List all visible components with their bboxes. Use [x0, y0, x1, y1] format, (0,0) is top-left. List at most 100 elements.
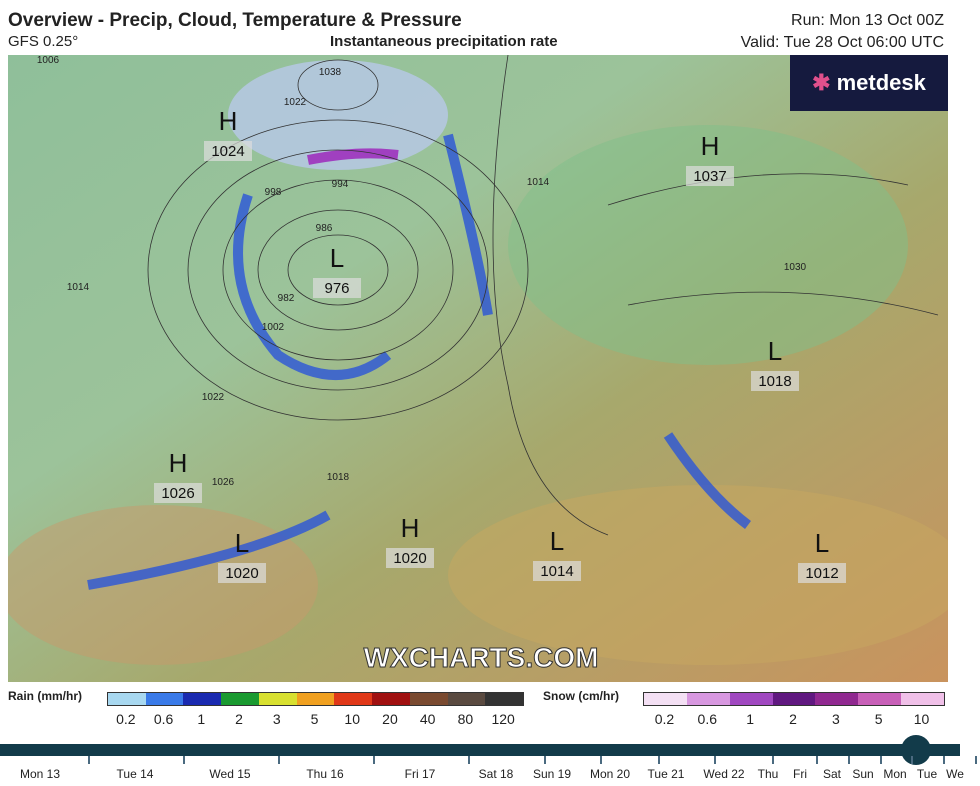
timeline-tick [278, 756, 280, 764]
legend-tick-label: 3 [272, 711, 281, 727]
timeline-tick [373, 756, 375, 764]
timeline-day[interactable]: Sun 19 [532, 767, 572, 781]
timeline-track[interactable] [0, 744, 960, 756]
timeline-day[interactable]: Tue 21 [647, 767, 685, 781]
pressure-center-value: 1020 [225, 565, 258, 582]
timeline-slider[interactable] [901, 735, 931, 765]
timeline-tick [975, 756, 977, 764]
timeline-tick [600, 756, 602, 764]
legend-tick-label: 0.6 [153, 711, 174, 727]
rain-legend-bar [107, 692, 524, 706]
pressure-center-value: 1012 [805, 565, 838, 582]
timeline-day[interactable]: Mon 20 [589, 767, 631, 781]
legend-tick-label: 80 [457, 711, 474, 727]
pressure-center-value: 1024 [211, 143, 244, 160]
timeline-tick [88, 756, 90, 764]
legend-tick-label: 0.2 [116, 711, 136, 727]
timeline-day[interactable]: Thu [757, 767, 779, 781]
isobar-label: 1026 [212, 477, 235, 488]
label-box [798, 563, 846, 583]
legend-tick-label: 3 [831, 711, 840, 727]
timeline-tick [183, 756, 185, 764]
timeline-tick [658, 756, 660, 764]
timeline-tick [943, 756, 945, 764]
isobar-label: 1030 [784, 262, 807, 273]
timeline-day[interactable]: Sat 18 [478, 767, 514, 781]
legend-tick-label: 120 [491, 711, 515, 727]
pressure-center-value: 1018 [758, 373, 791, 390]
label-box [386, 548, 434, 568]
timeline-tick [848, 756, 850, 764]
timeline-tick [772, 756, 774, 764]
pressure-center-type: L [815, 528, 829, 558]
isobar-label: 1014 [67, 282, 90, 293]
timeline-day[interactable]: Mon 13 [19, 767, 61, 781]
isobar-label: 1038 [319, 67, 342, 78]
isobar-label: 1018 [327, 472, 350, 483]
label-box [313, 278, 361, 298]
timeline-day[interactable]: Sun [852, 767, 874, 781]
isobar-label: 1022 [202, 392, 225, 403]
pressure-center-type: L [768, 336, 782, 366]
snow-legend-bar [643, 692, 945, 706]
isobar-label: 1014 [527, 177, 550, 188]
legend-tick-label: 20 [382, 711, 398, 727]
run-time: Run: Mon 13 Oct 00Z [791, 12, 944, 29]
timeline-day[interactable]: Mon [883, 767, 907, 781]
isobar-label: 1022 [284, 97, 307, 108]
label-box [533, 561, 581, 581]
model: GFS 0.25° [8, 33, 79, 50]
legend-tick-label: 40 [419, 711, 436, 727]
legend-tick-label: 10 [913, 711, 930, 727]
legend-tick-label: 5 [874, 711, 883, 727]
timeline-day[interactable]: Thu 16 [306, 767, 344, 781]
timeline-tick [816, 756, 818, 764]
isobar-label: 982 [278, 293, 295, 304]
pressure-center-value: 976 [324, 280, 349, 297]
pressure-center-value: 1026 [161, 485, 194, 502]
isobar-label: 1002 [262, 322, 285, 333]
timeline-day[interactable]: Sat [822, 767, 842, 781]
snow-legend-label: Snow (cm/hr) [543, 689, 620, 703]
pressure-center-type: H [219, 106, 238, 136]
pressure-center-value: 1037 [693, 168, 726, 185]
timeline-tick [468, 756, 470, 764]
label-box [218, 563, 266, 583]
legend-tick-label: 0.6 [697, 711, 718, 727]
legend-tick-label: 5 [310, 711, 319, 727]
timeline-day[interactable]: Fri 17 [404, 767, 436, 781]
valid-time: Valid: Tue 28 Oct 06:00 UTC [740, 34, 944, 51]
pressure-center-type: L [235, 528, 249, 558]
rain-legend-label: Rain (mm/hr) [8, 689, 83, 703]
timeline-day[interactable]: Wed 22 [703, 767, 745, 781]
map: H 1024 L 976 H 1037 L 1018 H 1026 L 1020 H 1020 L 1014 L… [8, 55, 948, 682]
timeline-day[interactable]: Wed 15 [209, 767, 251, 781]
timeline-day[interactable]: Tue 14 [116, 767, 154, 781]
logo: ✱ metdesk [790, 55, 948, 111]
watermark: WXCHARTS.COM [364, 642, 599, 673]
label-box [751, 371, 799, 391]
timeline-tick [714, 756, 716, 764]
pressure-center-value: 1020 [393, 550, 426, 567]
legend-tick-label: 1 [197, 711, 206, 727]
label-box [154, 483, 202, 503]
pressure-center-type: H [701, 131, 720, 161]
legend-tick-label: 1 [746, 711, 755, 727]
pressure-center-type: L [330, 243, 344, 273]
timeline-day[interactable]: Tue [916, 767, 938, 781]
logo-text: metdesk [836, 70, 926, 95]
title: Overview - Precip, Cloud, Temperature & … [8, 10, 462, 31]
label-box [686, 166, 734, 186]
timeline-tick [911, 756, 913, 764]
pressure-center-value: 1014 [540, 563, 573, 580]
timeline-day[interactable]: Fri [793, 767, 807, 781]
isobar-label: 998 [265, 187, 282, 198]
legend-tick-label: 0.2 [654, 711, 675, 727]
pressure-center-type: H [401, 513, 420, 543]
subtitle: Instantaneous precipitation rate [330, 33, 558, 50]
timeline-day[interactable]: We [946, 767, 964, 781]
legend-tick-label: 2 [235, 711, 243, 727]
timeline-tick [544, 756, 546, 764]
isobar-label: 986 [316, 223, 333, 234]
label-box [204, 141, 252, 161]
